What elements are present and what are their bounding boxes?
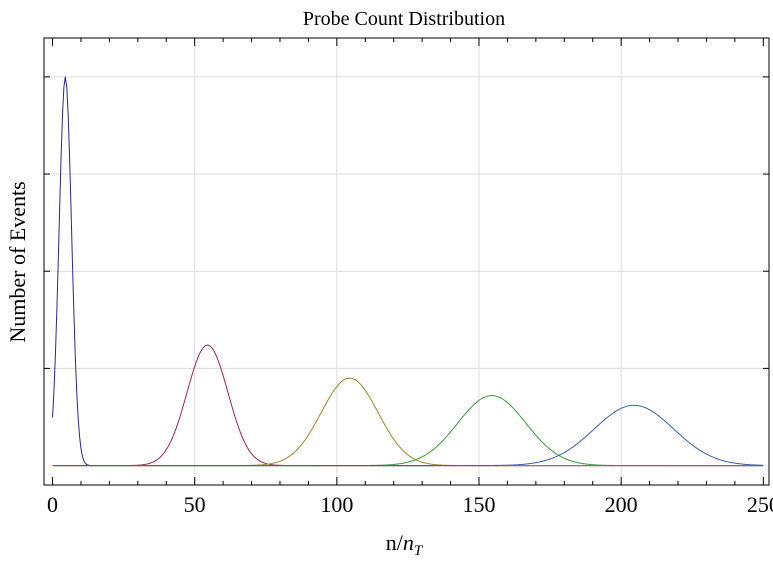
x-tick-label: 0 xyxy=(47,492,58,517)
x-tick-label: 150 xyxy=(463,492,496,517)
x-tick-label: 200 xyxy=(605,492,638,517)
x-tick-label: 250 xyxy=(747,492,773,517)
plot-frame xyxy=(43,37,770,486)
grid-lines xyxy=(44,38,769,485)
x-tick-labels: 0 50 100 150 200 250 xyxy=(47,492,773,517)
y-axis-label: Number of Events xyxy=(5,181,30,342)
series-2-curve xyxy=(52,344,764,467)
x-axis-label: n/nT xyxy=(386,530,424,559)
chart-title: Probe Count Distribution xyxy=(303,8,505,30)
x-tick-label: 50 xyxy=(184,492,206,517)
axis-ticks xyxy=(44,38,769,485)
x-tick-label: 100 xyxy=(320,492,353,517)
x-axis-label-subscript: T xyxy=(414,543,424,559)
x-axis-label-italic: n xyxy=(403,530,414,555)
x-axis-label-prefix: n/ xyxy=(386,530,404,555)
series-5-curve xyxy=(52,404,764,467)
curve-layer xyxy=(52,76,764,467)
series-3-curve xyxy=(52,377,764,467)
